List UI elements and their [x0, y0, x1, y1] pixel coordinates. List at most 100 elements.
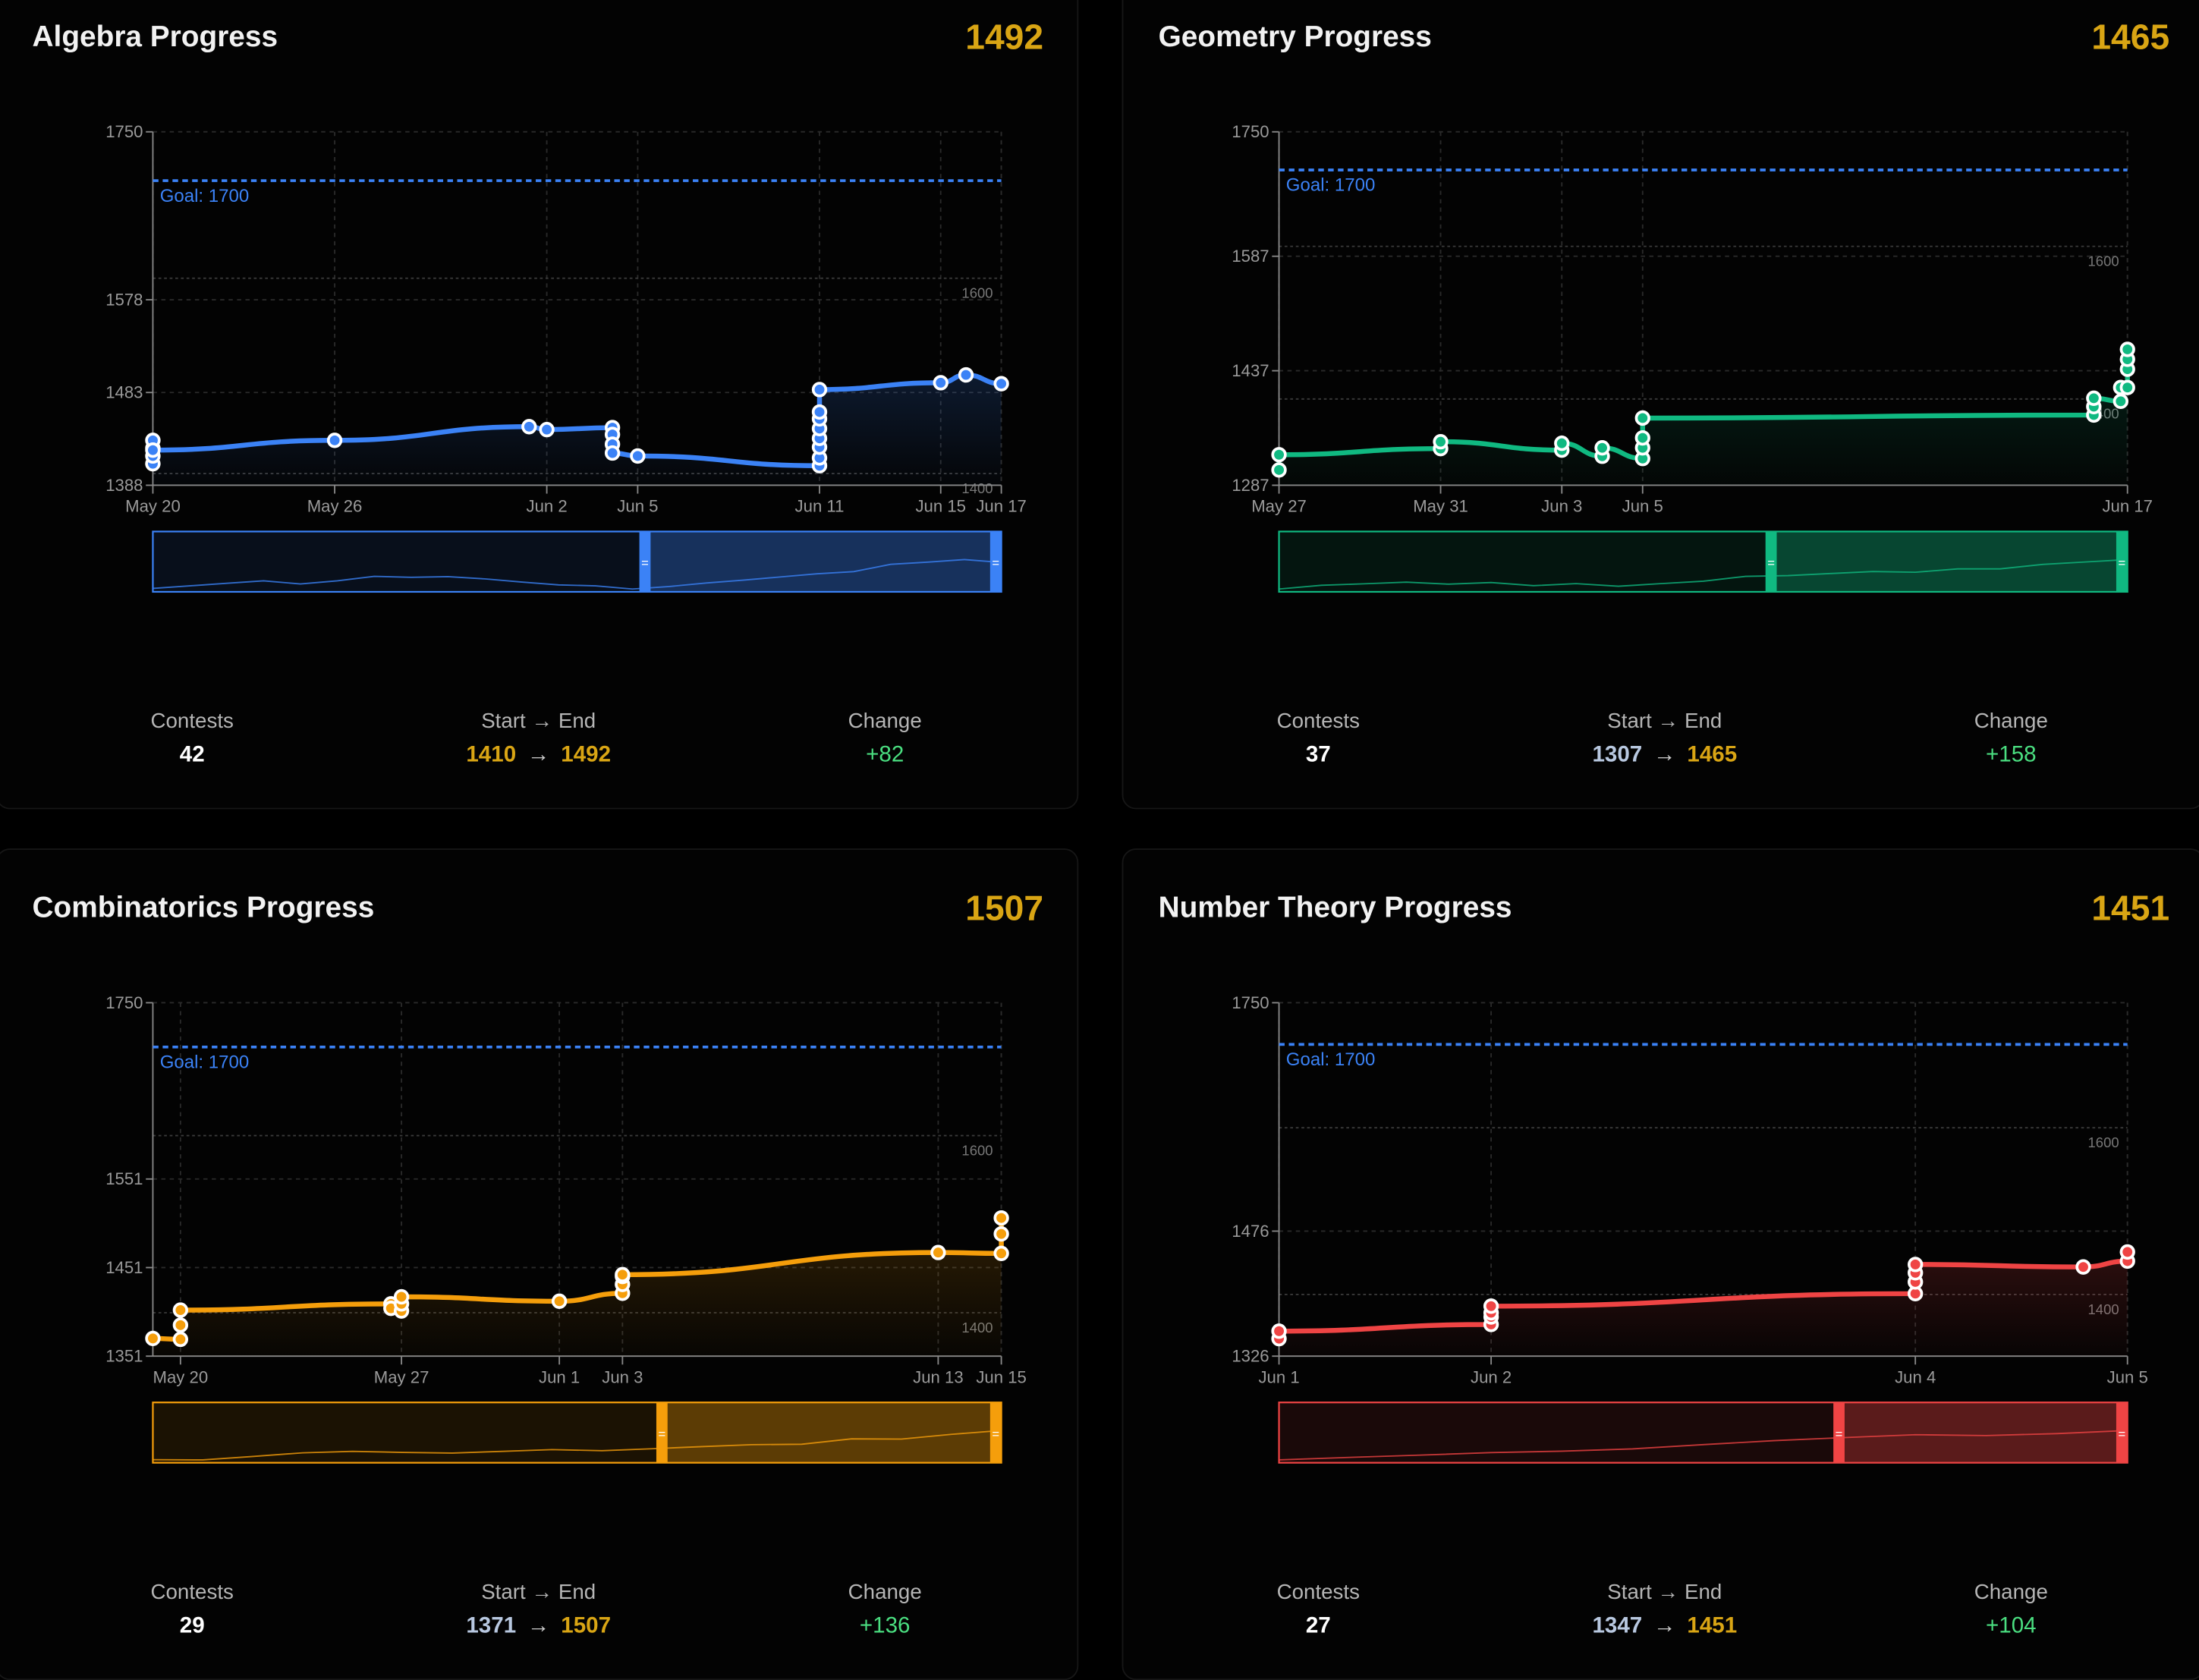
x-tick-label: Jun 2: [1471, 1367, 1512, 1386]
minimap-background: [152, 1402, 1002, 1464]
change-label: Change: [1974, 709, 2048, 734]
geometry-panel: Geometry Progress 1465 1750 1587 1437 1287 M…: [1122, 0, 2199, 810]
minimap[interactable]: = =: [152, 1402, 1002, 1464]
grip-icon: =: [992, 1427, 999, 1441]
minimap-handle[interactable]: [989, 1402, 1002, 1463]
range-stat: Start → End 1410 → 1492: [398, 709, 679, 769]
minimap[interactable]: = =: [1278, 530, 2128, 593]
grip-icon: =: [2118, 556, 2125, 571]
y-tick-label: 1437: [1232, 361, 1269, 380]
algebra-panel: Algebra Progress 1492 1750 1578 1483 1388 Ma…: [0, 0, 1079, 810]
data-point: [630, 448, 646, 464]
x-tick-label: Jun 5: [2107, 1367, 2148, 1386]
x-tick-label: Jun 17: [2102, 497, 2153, 516]
change-value: +104: [1985, 1614, 2037, 1638]
rating-chart[interactable]: 1750 1587 1437 1287 May 27 May 31 Jun 3 Jun 5 Ju…: [1123, 0, 2199, 638]
x-tick-label: Jun 5: [617, 497, 658, 516]
data-point: [1908, 1257, 1924, 1273]
x-tick-label: May 31: [1413, 497, 1468, 516]
data-point: [145, 1330, 161, 1347]
y-tick-label: 1587: [1232, 247, 1269, 266]
minimap[interactable]: = =: [1278, 1402, 2128, 1464]
contests-label: Contests: [150, 1580, 234, 1605]
data-point: [393, 1288, 410, 1305]
contests-label: Contests: [1276, 709, 1361, 734]
area-fill: [1279, 349, 2128, 486]
x-tick-label: Jun 13: [913, 1367, 964, 1386]
minimap-handle[interactable]: [1765, 531, 1777, 592]
data-point: [1594, 440, 1610, 456]
contests-stat: Contests 37: [1178, 709, 1458, 769]
reference-label: 1600: [961, 285, 993, 301]
data-point: [1483, 1298, 1499, 1314]
series-line: [1276, 1251, 2130, 1339]
x-tick-label: Jun 3: [602, 1367, 643, 1386]
contests-label: Contests: [150, 709, 234, 734]
panel-title: Algebra Progress: [32, 20, 278, 54]
minimap-selection: [644, 531, 1002, 592]
end-value: 1465: [1687, 743, 1738, 767]
current-rating: 1451: [2091, 889, 2170, 929]
start-value: 1371: [466, 1614, 517, 1638]
minimap-handle[interactable]: [1833, 1402, 1845, 1463]
data-point: [1433, 433, 1449, 450]
minimap-sparkline: [1279, 558, 2128, 590]
range-label: Start → End: [1607, 1580, 1722, 1605]
goal-label: Goal: 1700: [1286, 1049, 1376, 1070]
data-point: [172, 1317, 189, 1333]
data-point: [172, 1331, 189, 1348]
change-stat: Change +136: [744, 1581, 1025, 1640]
arrow-right-icon: →: [527, 1614, 550, 1638]
x-tick-label: May 20: [153, 1367, 209, 1386]
change-label: Change: [1974, 1580, 2048, 1605]
range-label: Start → End: [481, 709, 596, 734]
change-stat: Change +82: [744, 709, 1025, 769]
number-theory-panel: Number Theory Progress 1451 1750 1476 1326…: [1122, 848, 2199, 1680]
start-value: 1307: [1592, 743, 1643, 767]
grip-icon: =: [1836, 1427, 1843, 1441]
y-tick-label: 1750: [1232, 122, 1269, 141]
goal-label: Goal: 1700: [160, 1052, 250, 1073]
arrow-right-icon: →: [527, 743, 550, 767]
y-tick-label: 1750: [105, 122, 143, 141]
data-point: [539, 421, 555, 438]
reference-label: 1600: [2088, 1134, 2119, 1150]
data-point: [1634, 429, 1650, 446]
x-tick-label: May 27: [1251, 497, 1307, 516]
grip-icon: =: [658, 1427, 665, 1441]
end-value: 1492: [561, 743, 612, 767]
contests-stat: Contests 42: [52, 709, 332, 769]
x-tick-label: Jun 1: [1258, 1367, 1299, 1386]
contests-value: 37: [1305, 743, 1331, 767]
data-point: [521, 419, 537, 435]
data-point: [551, 1293, 568, 1310]
minimap-background: [152, 530, 1002, 593]
y-tick-label: 1451: [105, 1258, 143, 1277]
range-label: Start → End: [1607, 709, 1722, 734]
combinatorics-panel: Combinatorics Progress 1507 1750 1551 1451…: [0, 848, 1079, 1680]
rating-chart[interactable]: 1750 1578 1483 1388 May 20 May 26 Jun 2 Jun 5 Ju…: [0, 0, 1078, 638]
change-stat: Change +104: [1870, 1581, 2151, 1640]
contests-stat: Contests 27: [1178, 1581, 1458, 1640]
y-tick-label: 1351: [105, 1347, 143, 1366]
data-point: [2112, 393, 2129, 409]
rating-chart[interactable]: 1750 1551 1451 1351 May 20 May 27 Jun 1 Jun 3 Ju…: [0, 850, 1078, 1509]
contests-value: 29: [179, 1614, 205, 1638]
x-tick-label: Jun 4: [1895, 1367, 1936, 1386]
data-point: [993, 1245, 1009, 1261]
minimap[interactable]: = =: [152, 530, 1002, 593]
minimap-handle[interactable]: [2116, 1402, 2128, 1463]
x-tick-label: Jun 1: [539, 1367, 580, 1386]
minimap-handle[interactable]: [989, 531, 1002, 592]
data-point: [811, 382, 828, 398]
series-line: [153, 1218, 1004, 1342]
minimap-handle[interactable]: [656, 1402, 668, 1463]
data-point: [1554, 435, 1570, 451]
x-tick-label: Jun 15: [915, 497, 966, 516]
minimap-handle[interactable]: [639, 531, 651, 592]
minimap-handle[interactable]: [2116, 531, 2128, 592]
data-point: [145, 442, 161, 458]
x-tick-label: Jun 17: [976, 497, 1027, 516]
x-tick-label: May 26: [307, 497, 363, 516]
